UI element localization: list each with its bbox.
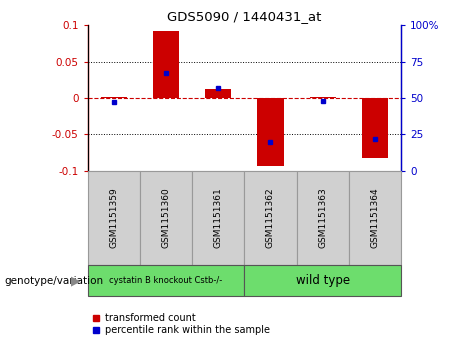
Bar	[100, 97, 127, 98]
Text: genotype/variation: genotype/variation	[5, 276, 104, 286]
Bar	[140, 171, 192, 265]
Bar	[88, 171, 140, 265]
Text: GSM1151363: GSM1151363	[318, 187, 327, 248]
Bar	[88, 265, 244, 296]
Bar	[244, 265, 401, 296]
Bar	[205, 89, 231, 98]
Text: GSM1151364: GSM1151364	[371, 187, 379, 248]
Bar	[153, 31, 179, 98]
Text: wild type: wild type	[296, 274, 350, 287]
Text: cystatin B knockout Cstb-/-: cystatin B knockout Cstb-/-	[109, 276, 223, 285]
Text: GSM1151362: GSM1151362	[266, 187, 275, 248]
Text: ▶: ▶	[71, 275, 81, 288]
Legend: transformed count, percentile rank within the sample: transformed count, percentile rank withi…	[93, 313, 270, 335]
Text: GSM1151359: GSM1151359	[109, 187, 118, 248]
Bar	[349, 171, 401, 265]
Bar	[244, 171, 296, 265]
Bar	[192, 171, 244, 265]
Bar	[362, 98, 388, 158]
Bar	[257, 98, 284, 166]
Bar	[310, 97, 336, 98]
Title: GDS5090 / 1440431_at: GDS5090 / 1440431_at	[167, 10, 321, 23]
Text: GSM1151360: GSM1151360	[161, 187, 171, 248]
Text: GSM1151361: GSM1151361	[214, 187, 223, 248]
Bar	[296, 171, 349, 265]
